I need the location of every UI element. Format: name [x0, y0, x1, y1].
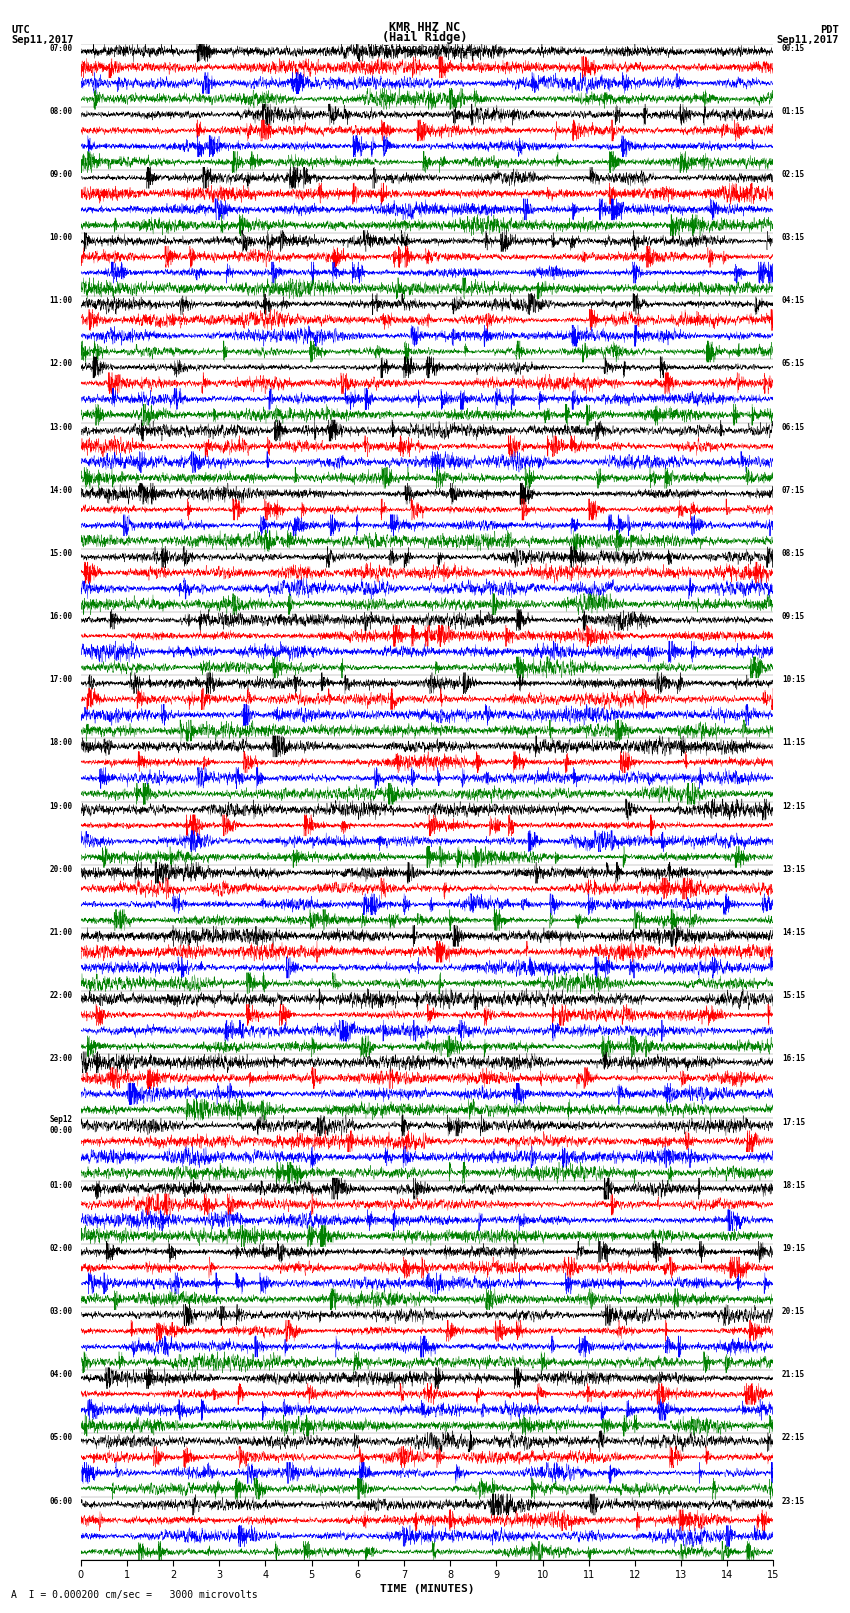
Text: 21:15: 21:15 — [782, 1369, 805, 1379]
Text: 09:00: 09:00 — [49, 169, 72, 179]
Text: 02:00: 02:00 — [49, 1244, 72, 1253]
Text: KMR HHZ NC: KMR HHZ NC — [389, 21, 461, 34]
Text: A  I = 0.000200 cm/sec =   3000 microvolts: A I = 0.000200 cm/sec = 3000 microvolts — [11, 1590, 258, 1600]
Text: 20:15: 20:15 — [782, 1307, 805, 1316]
Text: 22:15: 22:15 — [782, 1434, 805, 1442]
Text: 18:00: 18:00 — [49, 739, 72, 747]
Text: 17:00: 17:00 — [49, 676, 72, 684]
Text: 04:00: 04:00 — [49, 1369, 72, 1379]
Text: 09:15: 09:15 — [782, 611, 805, 621]
Text: 04:15: 04:15 — [782, 297, 805, 305]
Text: I: I — [383, 45, 390, 55]
Text: 01:15: 01:15 — [782, 106, 805, 116]
Text: 08:00: 08:00 — [49, 106, 72, 116]
Text: 17:15: 17:15 — [782, 1118, 805, 1126]
Text: 01:00: 01:00 — [49, 1181, 72, 1190]
Text: 10:15: 10:15 — [782, 676, 805, 684]
Text: 11:00: 11:00 — [49, 297, 72, 305]
Text: 13:15: 13:15 — [782, 865, 805, 874]
Text: (Hail Ridge): (Hail Ridge) — [382, 31, 468, 44]
Text: 14:00: 14:00 — [49, 486, 72, 495]
Text: 14:15: 14:15 — [782, 927, 805, 937]
Text: 21:00: 21:00 — [49, 927, 72, 937]
Text: 15:00: 15:00 — [49, 548, 72, 558]
Text: 06:15: 06:15 — [782, 423, 805, 432]
Text: 12:00: 12:00 — [49, 360, 72, 368]
Text: 19:00: 19:00 — [49, 802, 72, 811]
Text: 16:15: 16:15 — [782, 1055, 805, 1063]
Text: 15:15: 15:15 — [782, 990, 805, 1000]
Text: 08:15: 08:15 — [782, 548, 805, 558]
Text: 03:15: 03:15 — [782, 232, 805, 242]
Text: 22:00: 22:00 — [49, 990, 72, 1000]
Text: 12:15: 12:15 — [782, 802, 805, 811]
Text: 07:00: 07:00 — [49, 44, 72, 53]
Text: 07:15: 07:15 — [782, 486, 805, 495]
Text: Sep12: Sep12 — [49, 1115, 72, 1124]
Text: 06:00: 06:00 — [49, 1497, 72, 1505]
Text: I = 0.000200 cm/sec: I = 0.000200 cm/sec — [374, 45, 476, 55]
Text: 10:00: 10:00 — [49, 232, 72, 242]
Text: 05:15: 05:15 — [782, 360, 805, 368]
Text: UTC: UTC — [11, 26, 30, 35]
Text: Sep11,2017: Sep11,2017 — [11, 35, 74, 45]
Text: 00:15: 00:15 — [782, 44, 805, 53]
Text: 19:15: 19:15 — [782, 1244, 805, 1253]
Text: 00:00: 00:00 — [49, 1126, 72, 1136]
Text: 23:00: 23:00 — [49, 1055, 72, 1063]
Text: 11:15: 11:15 — [782, 739, 805, 747]
Text: Sep11,2017: Sep11,2017 — [776, 35, 839, 45]
Text: 05:00: 05:00 — [49, 1434, 72, 1442]
Text: PDT: PDT — [820, 26, 839, 35]
Text: 18:15: 18:15 — [782, 1181, 805, 1190]
Text: 03:00: 03:00 — [49, 1307, 72, 1316]
Text: 13:00: 13:00 — [49, 423, 72, 432]
Text: 02:15: 02:15 — [782, 169, 805, 179]
Text: 16:00: 16:00 — [49, 611, 72, 621]
Text: 23:15: 23:15 — [782, 1497, 805, 1505]
X-axis label: TIME (MINUTES): TIME (MINUTES) — [380, 1584, 474, 1594]
Text: 20:00: 20:00 — [49, 865, 72, 874]
